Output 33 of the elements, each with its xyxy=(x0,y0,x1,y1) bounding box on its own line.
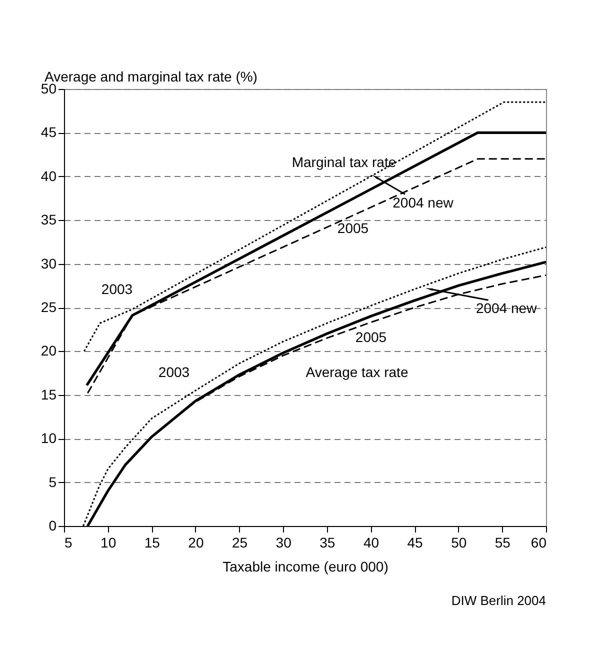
x-axis-title: Taxable income (euro 000) xyxy=(222,558,388,574)
x-tick-label: 40 xyxy=(363,534,380,550)
y-tick-label: 25 xyxy=(40,299,57,315)
x-tick-label: 5 xyxy=(64,534,72,550)
annotation: 2003 xyxy=(158,364,190,380)
x-tick-label: 25 xyxy=(232,534,248,550)
y-tick-label: 0 xyxy=(48,518,57,534)
annotation: 2005 xyxy=(355,329,387,345)
x-tick-label: 50 xyxy=(451,534,467,550)
x-tick-label: 10 xyxy=(100,534,116,550)
annotation: 2005 xyxy=(337,220,369,236)
y-tick-label: 10 xyxy=(40,430,57,446)
x-tick-label: 30 xyxy=(276,534,292,550)
annotation: Average tax rate xyxy=(306,364,408,380)
x-tick-label: 55 xyxy=(494,534,511,550)
x-tick-label: 45 xyxy=(407,534,424,550)
x-tick-label: 60 xyxy=(530,534,547,550)
annotation: 2003 xyxy=(101,281,133,297)
text: DIW Berlin 2004 xyxy=(451,593,546,608)
x-tick-label: 15 xyxy=(144,534,160,550)
x-tick-label: 35 xyxy=(320,534,336,550)
y-tick-label: 35 xyxy=(40,212,57,228)
annotation: Marginal tax rate xyxy=(292,154,396,170)
annotation: 2004 new xyxy=(392,194,454,210)
y-tick-label: 30 xyxy=(40,255,57,272)
x-tick-label: 20 xyxy=(188,534,204,550)
line-series xyxy=(83,101,547,352)
annotation: 2004 new xyxy=(476,300,538,316)
y-tick-label: 40 xyxy=(40,168,57,184)
y-tick-label: 20 xyxy=(40,342,57,359)
y-tick-label: 15 xyxy=(40,386,57,402)
y-tick-label: 45 xyxy=(40,124,57,140)
y-tick-label: 5 xyxy=(48,474,57,490)
